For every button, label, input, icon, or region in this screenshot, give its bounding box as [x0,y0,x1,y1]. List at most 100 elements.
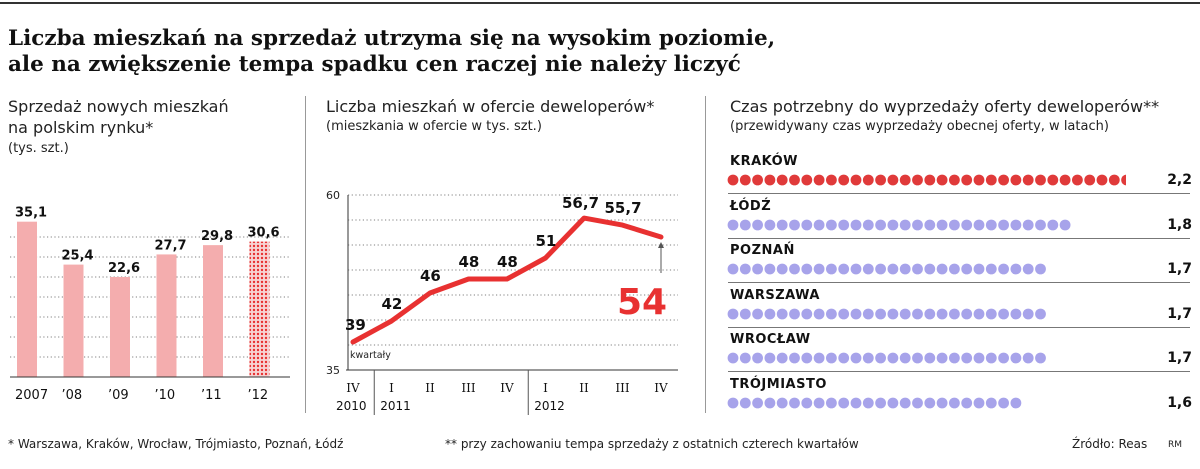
value-dot [813,308,825,319]
value-dot [961,174,973,186]
value-dot [899,397,911,408]
value-dot [949,308,960,319]
value-dot [887,397,899,408]
value-dot [1010,308,1022,319]
dot-row [727,308,1046,319]
quarter-tick-label: I [389,381,394,395]
value-dot [789,263,800,275]
value-dot [801,352,813,364]
value-dot [973,352,985,364]
city-label: TRÓJMIASTO [730,376,827,392]
value-dot [887,219,899,230]
x-axis-label: kwartały [350,350,391,361]
row-divider [728,193,1190,194]
value-dot [739,174,751,186]
row-divider [728,326,1190,328]
value-dot [973,397,985,408]
value-dot [862,263,874,275]
footnote-1: * Warszawa, Kraków, Wrocław, Trójmiasto,… [8,437,344,451]
value-dot [1022,263,1034,275]
value-dot [998,219,1009,230]
offer-series-line [350,215,664,345]
value-dot [998,174,1009,186]
value-dot [838,263,850,275]
headline-line-1: Liczba mieszkań na sprzedaż utrzyma się … [8,26,776,51]
year-label: 2010 [336,399,367,413]
city-value: 2,2 [1167,172,1192,188]
line-chart-subtitle: (mieszkania w ofercie w tys. szt.) [326,119,542,134]
bar-’10 [156,254,177,377]
value-dot [739,219,751,230]
value-dot [801,219,813,230]
value-dot [961,308,973,319]
value-dot [752,219,763,230]
value-dot [998,352,1009,364]
value-dot [776,308,788,319]
line-value-label: 46 [420,267,441,285]
bar-value-label: 35,1 [15,206,47,221]
dot-row [727,174,1126,186]
value-dot [776,397,788,408]
value-dot [789,308,800,319]
value-dot [838,397,850,408]
value-dot [912,263,923,275]
value-dot [739,397,751,408]
x-tick-label: ’11 [201,388,222,403]
value-dot [1108,174,1120,186]
value-dot [998,263,1009,275]
y-tick-label: 35 [326,364,340,377]
value-dot [949,352,960,364]
value-dot [899,308,911,319]
value-dot [912,397,923,408]
value-dot [912,174,923,186]
value-dot [936,263,948,275]
author-initials: RM [1168,440,1183,450]
value-dot [764,397,776,408]
value-dot [739,352,751,364]
value-dot [727,219,739,230]
value-dot [727,397,739,408]
value-dot [887,263,899,275]
value-dot [1047,219,1059,230]
value-dot [813,263,825,275]
dot-row [727,352,1046,364]
line-chart-title: Liczba mieszkań w ofercie deweloperów* [326,97,655,116]
line-value-label: 48 [459,253,480,271]
city-label: WARSZAWA [730,287,820,303]
row-divider [728,371,1190,372]
city-value: 1,7 [1167,350,1192,366]
value-dot [752,397,763,408]
value-dot [949,263,960,275]
bar-value-label: 30,6 [248,226,280,241]
value-dot [838,174,850,186]
row-divider [728,237,1190,239]
value-dot [899,352,911,364]
year-label: 2012 [534,399,565,413]
value-dot [826,263,837,275]
bar-chart-title-line-1: Sprzedaż nowych mieszkań [8,97,229,116]
x-tick-label: ’10 [155,388,176,403]
row-divider [728,282,1190,283]
value-dot [789,352,800,364]
value-dot [789,219,800,230]
line-value-label: 42 [382,295,403,313]
value-dot [727,352,739,364]
value-dot [1035,263,1046,275]
value-dot [1084,174,1096,186]
value-dot [973,263,985,275]
value-dot [912,219,923,230]
quarter-tick-label: IV [654,381,668,395]
bar-’11 [203,245,223,377]
quarter-tick-label: I [543,381,548,395]
dot-chart-title: Czas potrzebny do wyprzedaży oferty dewe… [730,97,1160,116]
value-dot [862,397,874,408]
value-dot [739,263,751,275]
x-tick-label: ’08 [62,388,83,403]
x-tick-label: ’12 [248,388,269,403]
value-dot [739,308,751,319]
value-dot [949,219,960,230]
bar-’09 [110,276,130,377]
value-dot [727,308,739,319]
value-dot [998,308,1009,319]
